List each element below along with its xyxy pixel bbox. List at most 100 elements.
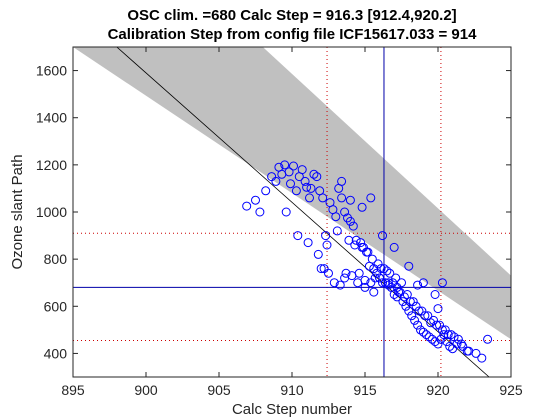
data-point [286, 179, 295, 189]
data-point [335, 280, 345, 290]
data-point [417, 306, 427, 316]
data-point [443, 330, 453, 340]
data-point [427, 334, 437, 344]
data-points [242, 160, 493, 363]
data-point [281, 207, 291, 217]
data-point [332, 226, 342, 236]
data-point [378, 278, 387, 288]
data-point [394, 287, 404, 297]
y-tick-label: 1200 [36, 157, 67, 173]
data-point [344, 235, 354, 245]
data-point [293, 231, 303, 241]
data-point [424, 332, 434, 342]
data-point [373, 259, 383, 269]
data-point [306, 183, 316, 193]
data-point [418, 327, 428, 337]
interval-lines [73, 47, 511, 377]
y-tick-label: 800 [44, 251, 68, 267]
data-point [291, 186, 301, 196]
y-tick-label: 400 [44, 345, 68, 361]
y-tick-label: 1600 [36, 63, 67, 79]
data-point [341, 268, 351, 278]
data-point [316, 264, 326, 274]
reference-lines [73, 47, 511, 377]
data-point [321, 231, 331, 241]
data-point [453, 334, 463, 344]
data-point [383, 280, 393, 290]
x-axis-ticks: 895 900 905 910 915 920 925 [61, 47, 523, 398]
data-point [385, 268, 395, 278]
data-point [255, 207, 265, 217]
data-point [300, 176, 310, 186]
data-point [471, 348, 481, 358]
data-point [380, 278, 390, 288]
data-point [309, 169, 319, 179]
data-point [242, 201, 252, 211]
data-point [345, 195, 355, 205]
data-point [369, 287, 379, 297]
data-point [429, 315, 439, 325]
data-point [432, 320, 441, 330]
data-point [426, 318, 436, 328]
data-point [376, 264, 386, 274]
x-tick-label: 925 [499, 382, 523, 398]
x-tick-label: 900 [134, 382, 158, 398]
data-point [391, 273, 401, 283]
x-tick-label: 910 [280, 382, 304, 398]
data-point [370, 273, 380, 283]
data-point [261, 186, 271, 196]
data-point [399, 292, 409, 302]
x-axis-label: Calc Step number [232, 401, 352, 418]
data-point [351, 235, 361, 245]
data-point [437, 278, 447, 288]
data-point [421, 330, 431, 340]
y-axis-label: Ozone slant Path [9, 154, 26, 269]
data-point [318, 193, 328, 203]
data-point [436, 334, 446, 344]
data-point [302, 182, 312, 192]
data-point [408, 297, 418, 307]
data-point [411, 301, 421, 311]
data-point [289, 161, 298, 171]
data-point [363, 247, 373, 257]
data-point [433, 304, 443, 314]
data-point [284, 167, 294, 177]
data-point [437, 325, 447, 335]
data-point [367, 254, 377, 264]
data-point [446, 330, 456, 340]
x-tick-label: 920 [426, 382, 450, 398]
data-point [297, 165, 307, 175]
data-point [477, 353, 487, 363]
data-point [329, 278, 339, 288]
data-point [331, 212, 341, 222]
data-point [280, 160, 290, 170]
data-point [313, 249, 323, 259]
data-point [379, 264, 389, 274]
data-point [357, 202, 367, 212]
data-point [337, 176, 347, 186]
data-point [360, 282, 370, 292]
data-point [340, 207, 350, 217]
data-point [305, 193, 314, 203]
data-point [345, 216, 355, 226]
y-tick-label: 1400 [36, 110, 67, 126]
plot-content [73, 47, 511, 377]
data-point [303, 238, 313, 248]
y-tick-label: 1000 [36, 204, 67, 220]
data-point [357, 242, 367, 252]
data-point [312, 172, 322, 182]
data-point [449, 332, 459, 342]
data-point [375, 273, 385, 283]
data-point [378, 231, 387, 241]
chart-title-line-2: Calibration Step from config file ICF156… [108, 26, 478, 43]
data-point [413, 320, 423, 330]
data-point [462, 346, 472, 356]
x-tick-label: 905 [207, 382, 231, 398]
y-axis-ticks: 400 600 800 1000 1200 1400 1600 [36, 63, 511, 361]
data-point [413, 280, 423, 290]
data-point [337, 193, 347, 203]
data-point [353, 278, 363, 288]
data-point [440, 325, 450, 335]
data-point [382, 266, 392, 276]
